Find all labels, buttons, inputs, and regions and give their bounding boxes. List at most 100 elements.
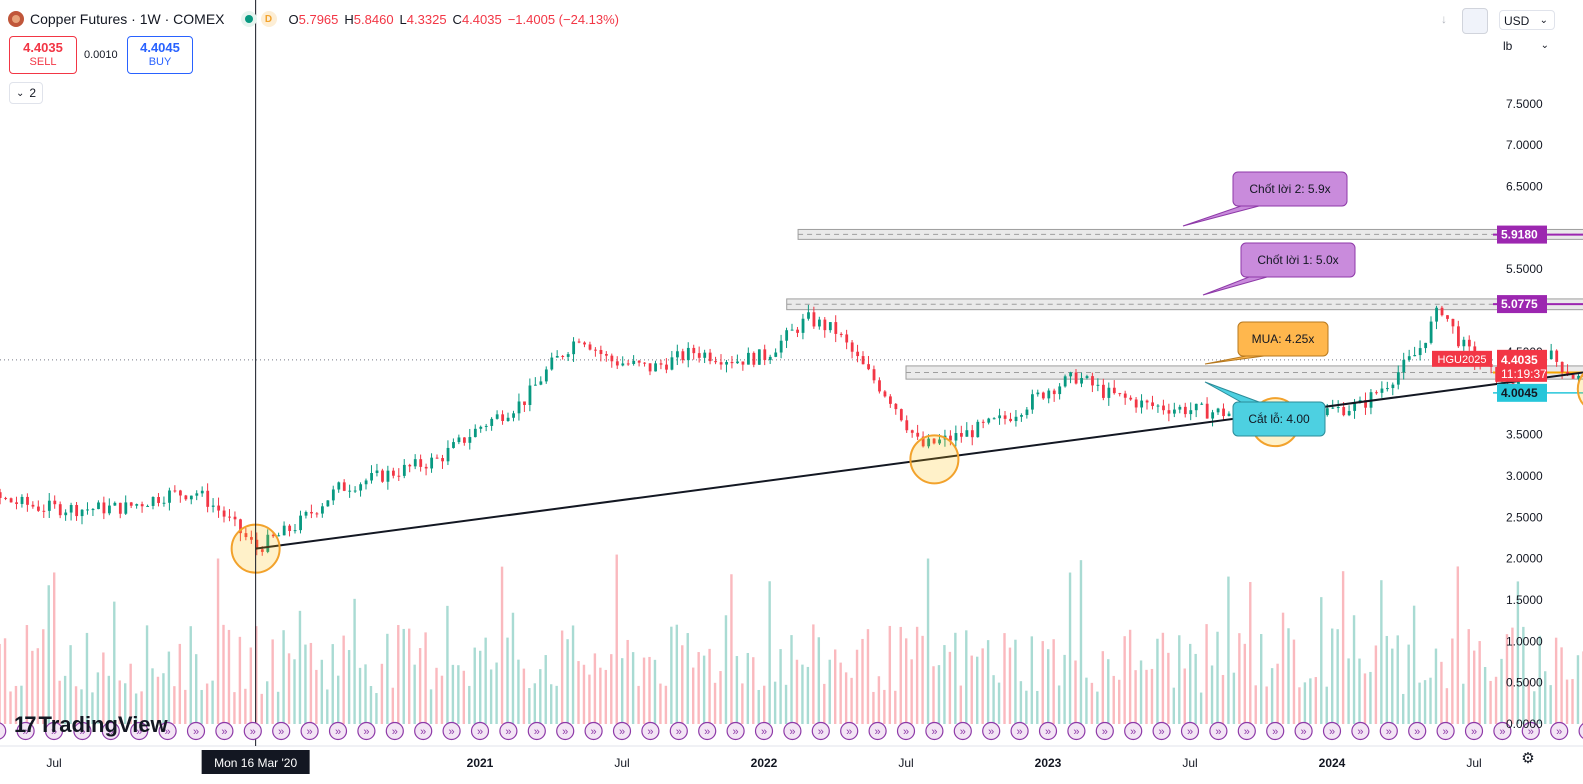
candle-body (490, 418, 494, 426)
candle-body (441, 458, 444, 462)
candle-body (1194, 403, 1198, 411)
candle-body (206, 490, 210, 507)
volume-bar (1325, 686, 1328, 724)
sell-label: SELL (29, 56, 57, 68)
volume-bar (440, 675, 444, 724)
volume-bar (184, 689, 187, 724)
callout-pointer (1202, 276, 1268, 296)
event-marker-glyph: » (136, 726, 142, 738)
volume-bar (233, 692, 236, 724)
volume-bar (866, 629, 870, 724)
candle-body (970, 430, 974, 438)
candle-body (1003, 415, 1007, 419)
volume-bar (96, 672, 100, 724)
gear-icon[interactable]: ⚙ (1521, 750, 1535, 767)
volume-bar (1473, 650, 1476, 724)
candle-body (140, 504, 144, 507)
candle-body (321, 506, 324, 514)
price-tick-label: 6.5000 (1506, 179, 1543, 193)
candle-body (785, 330, 789, 341)
volume-bar (380, 663, 384, 724)
candle-body (1331, 407, 1335, 409)
candle-body (703, 352, 707, 358)
symbol-title[interactable]: Copper Futures · 1W · COMEX (30, 11, 225, 27)
candle-body (828, 322, 832, 331)
event-marker-glyph: » (1414, 726, 1420, 738)
volume-bar (926, 558, 930, 724)
sell-button[interactable]: 4.4035 SELL (9, 36, 77, 74)
event-marker-glyph: » (477, 726, 483, 738)
support-trendline (255, 371, 1583, 550)
candle-body (1566, 372, 1570, 375)
candle-body (1200, 403, 1204, 405)
volume-bar (1052, 639, 1055, 724)
change-value: −1.4005 (−24.13%) (507, 11, 620, 27)
event-marker-icon (1294, 721, 1313, 741)
callout-pointer (1182, 205, 1260, 227)
currency-select[interactable]: USD ⌄ (1499, 10, 1555, 30)
volume-bar (1412, 605, 1416, 724)
volume-bar (664, 685, 668, 724)
volume-bar (129, 663, 132, 724)
volume-bar (134, 693, 138, 724)
event-marker-icon (442, 721, 461, 741)
volume-bar (1216, 631, 1219, 724)
volume-bar (102, 652, 105, 724)
buy-button[interactable]: 4.4045 BUY (127, 36, 193, 74)
crosshair-date-label: Mon 16 Mar '20 (214, 756, 297, 770)
volume-bar (484, 637, 487, 724)
event-marker-icon (243, 721, 262, 741)
volume-bar (364, 664, 367, 724)
event-marker-icon (130, 721, 149, 741)
candle-body (282, 525, 286, 536)
event-marker-glyph: » (875, 726, 881, 738)
candle-body (796, 329, 799, 333)
candle-body (763, 349, 767, 361)
volume-bar (1516, 581, 1520, 724)
candle-body (1178, 406, 1182, 410)
volume-bar (337, 675, 340, 724)
volume-bar (1336, 629, 1339, 724)
volume-bar (921, 635, 924, 724)
camera-snapshot-icon[interactable] (1462, 8, 1488, 34)
volume-bar (910, 659, 913, 724)
candle-body (1353, 403, 1357, 411)
volume-bar (31, 650, 34, 724)
volume-bar (1074, 660, 1077, 724)
candle-body (708, 352, 712, 362)
candle-body (714, 361, 718, 363)
price-tick-label: 2.5000 (1506, 510, 1543, 524)
event-marker-glyph: » (392, 726, 398, 738)
candle-body (195, 493, 199, 496)
candle-body (921, 436, 925, 447)
callout-box (1232, 171, 1348, 207)
candle-body (1211, 412, 1215, 419)
volume-bar (107, 675, 111, 724)
candle-body (1167, 410, 1171, 414)
candle-body (1380, 388, 1384, 393)
indicators-toggle-button[interactable]: ⌄ 2 (9, 82, 43, 104)
candle-body (954, 433, 958, 441)
volume-bar (1003, 633, 1006, 724)
volume-bar (1391, 648, 1394, 724)
candle-body (1325, 408, 1329, 416)
volume-bar (1205, 624, 1208, 724)
candle-body (1047, 390, 1051, 399)
tradingview-logo[interactable]: 17 TradingView (14, 712, 168, 738)
unit-select[interactable]: lb ⌄ (1499, 36, 1555, 56)
download-icon[interactable]: ↓ (1441, 12, 1447, 26)
level-price-tag (1497, 295, 1547, 314)
symbol-header: Copper Futures · 1W · COMEX D O5.7965 H5… (8, 8, 625, 30)
volume-bar (1101, 651, 1105, 724)
candle-body (1560, 361, 1564, 373)
candle-body (583, 342, 586, 345)
candle-body (501, 414, 505, 421)
candle-body (1462, 339, 1466, 347)
candle-body (976, 421, 980, 438)
volume-bar (708, 648, 711, 724)
volume-bar (883, 689, 886, 724)
volume-bar (839, 662, 842, 724)
candle-body (594, 349, 597, 351)
volume-bar (1270, 668, 1274, 724)
